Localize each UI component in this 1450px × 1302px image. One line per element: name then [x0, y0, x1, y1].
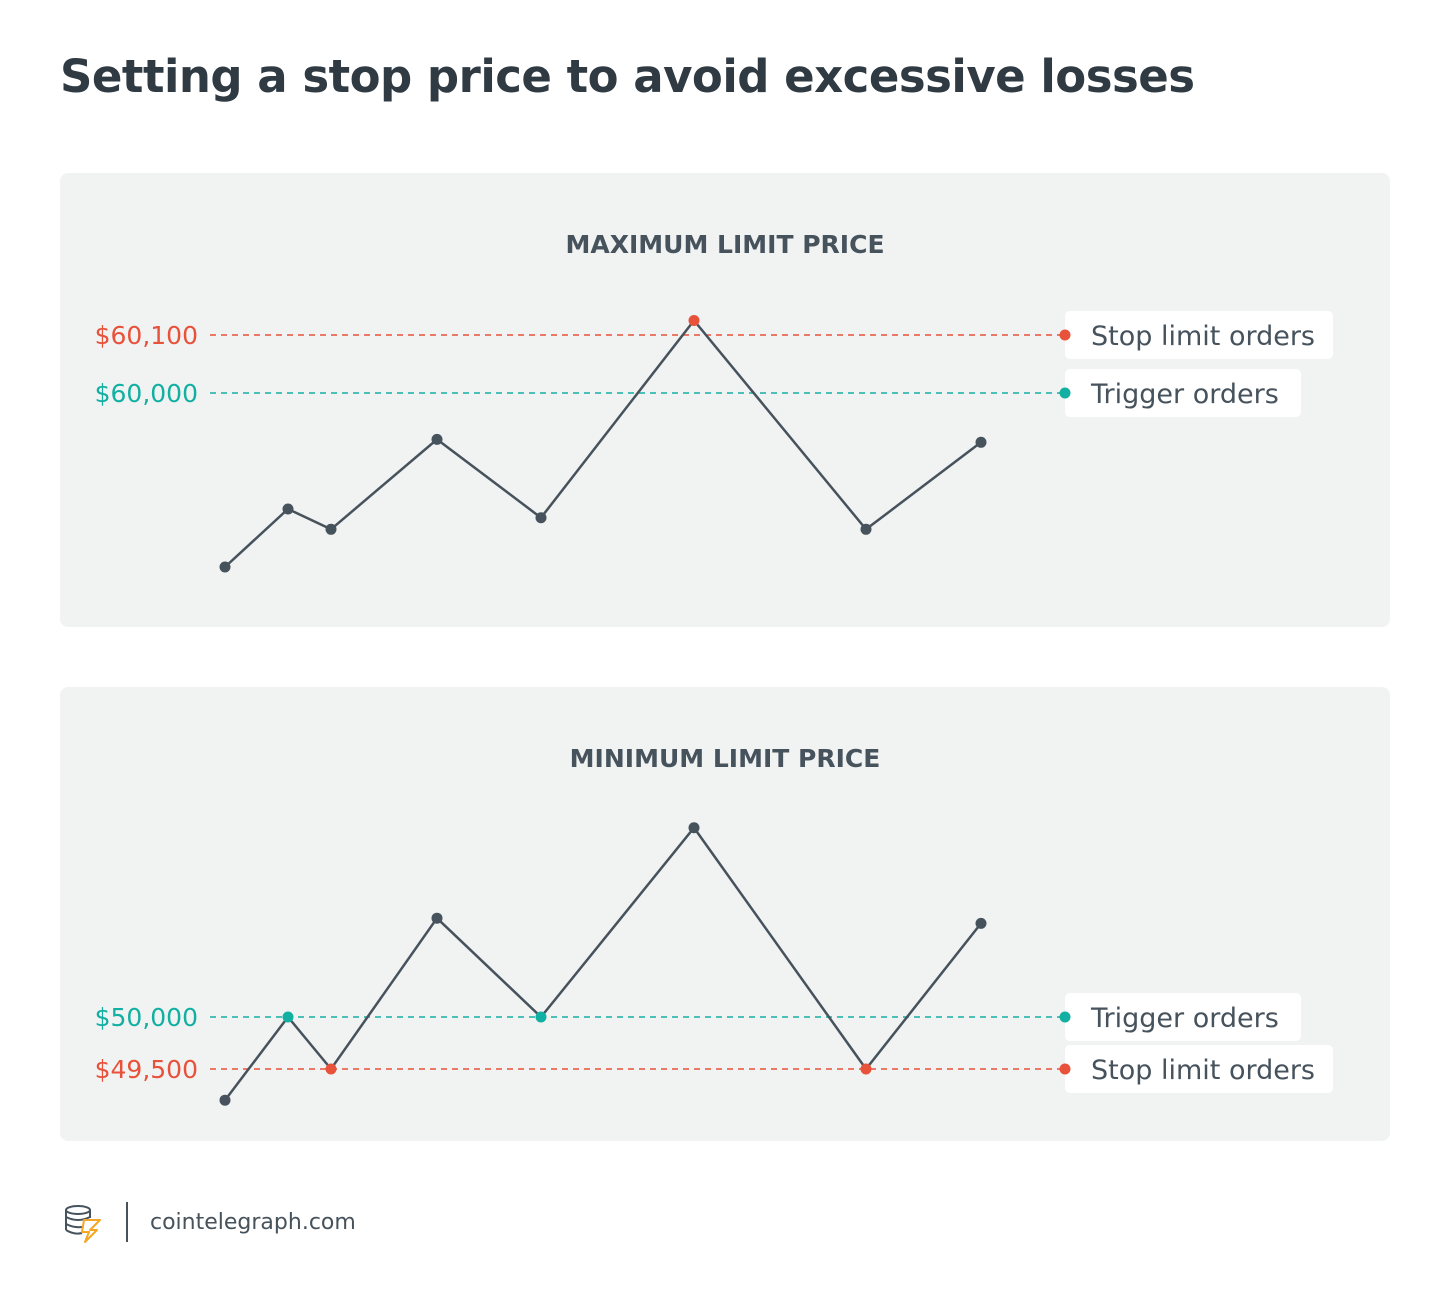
- price-label: $60,000: [95, 379, 198, 408]
- price-label: $50,000: [95, 1003, 198, 1032]
- data-point-stop: [325, 1063, 337, 1075]
- price-series-line: [224, 318, 982, 568]
- data-point: [535, 512, 547, 524]
- legend-marker: [1059, 329, 1071, 341]
- price-series-line: [224, 825, 982, 1101]
- legend-box: [1065, 369, 1301, 417]
- page-title: Setting a stop price to avoid excessive …: [60, 50, 1195, 103]
- chart-maximum-limit-price: MAXIMUM LIMIT PRICE $60,100 Stop limit or…: [95, 230, 1333, 573]
- price-label: $49,500: [95, 1055, 198, 1084]
- data-point: [431, 433, 443, 445]
- chart-panel-minimum: MINIMUM LIMIT PRICE $50,000 Trigger order…: [60, 687, 1390, 1141]
- legend-label: Trigger orders: [1090, 1003, 1279, 1034]
- legend-box: [1065, 993, 1301, 1041]
- data-point: [325, 523, 337, 535]
- footer: cointelegraph.com: [60, 1200, 356, 1244]
- data-point: [282, 503, 294, 515]
- chart-title: MINIMUM LIMIT PRICE: [570, 744, 881, 773]
- data-point-trigger: [282, 1011, 294, 1023]
- data-point-trigger: [535, 1011, 547, 1023]
- chart-panel-maximum: MAXIMUM LIMIT PRICE $60,100 Stop limit or…: [60, 173, 1390, 627]
- footer-site-link[interactable]: cointelegraph.com: [150, 1209, 356, 1235]
- data-point: [219, 1094, 231, 1106]
- legend-label: Stop limit orders: [1091, 321, 1315, 352]
- data-point: [975, 436, 987, 448]
- chart-minimum-limit-price: MINIMUM LIMIT PRICE $50,000 Trigger order…: [95, 744, 1333, 1106]
- legend-label: Trigger orders: [1090, 379, 1279, 410]
- data-point-stop: [688, 315, 700, 326]
- data-point: [860, 523, 872, 535]
- data-point: [431, 912, 443, 924]
- legend-box: [1065, 311, 1333, 359]
- legend-marker: [1059, 1063, 1071, 1075]
- data-point: [688, 822, 700, 834]
- price-label: $60,100: [95, 321, 198, 350]
- footer-divider: [126, 1202, 128, 1242]
- legend-marker: [1059, 387, 1071, 399]
- legend-marker: [1059, 1011, 1071, 1023]
- data-point: [219, 561, 231, 573]
- legend-box: [1065, 1045, 1333, 1093]
- chart-title: MAXIMUM LIMIT PRICE: [565, 230, 884, 259]
- data-point: [975, 917, 987, 929]
- legend-label: Stop limit orders: [1091, 1055, 1315, 1086]
- data-point-stop: [860, 1063, 872, 1075]
- cointelegraph-logo-icon: [65, 1205, 101, 1243]
